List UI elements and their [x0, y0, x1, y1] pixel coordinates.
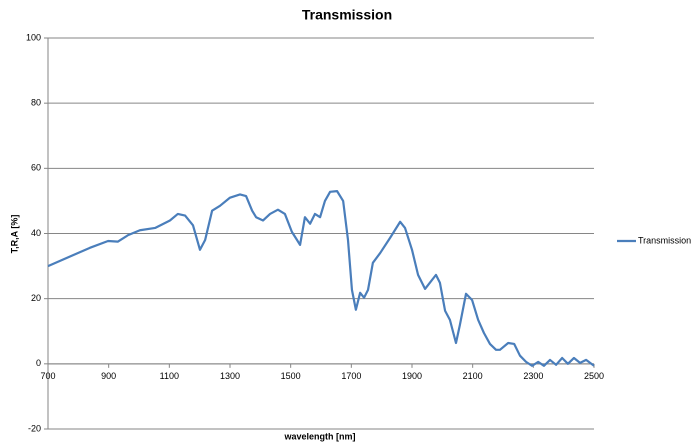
- x-tick-label: 700: [40, 371, 55, 381]
- y-tick-label: 0: [36, 358, 41, 368]
- x-tick-label: 2100: [463, 371, 483, 381]
- data-line: [47, 190, 595, 367]
- x-tick-label: 2500: [584, 371, 604, 381]
- legend-label: Transmission: [638, 235, 691, 245]
- x-tick-label: 1700: [341, 371, 361, 381]
- x-tick-label: 900: [101, 371, 116, 381]
- y-tick-label: 80: [31, 98, 41, 108]
- x-tick-label: 1900: [402, 371, 422, 381]
- y-tick-label: 60: [31, 163, 41, 173]
- x-tick-label: 2300: [523, 371, 543, 381]
- y-tick-label: 20: [31, 293, 41, 303]
- x-tick-label: 1500: [281, 371, 301, 381]
- y-axis-title: T,R,A [%]: [9, 215, 19, 254]
- x-tick-label: 1100: [160, 371, 179, 381]
- x-tick-label: 1300: [220, 371, 240, 381]
- y-tick-label: -20: [28, 423, 41, 433]
- y-tick-label: 40: [31, 228, 41, 238]
- y-tick-label: 100: [26, 32, 41, 42]
- x-axis-title: wavelength [nm]: [283, 431, 355, 441]
- chart-title: Transmission: [302, 7, 392, 23]
